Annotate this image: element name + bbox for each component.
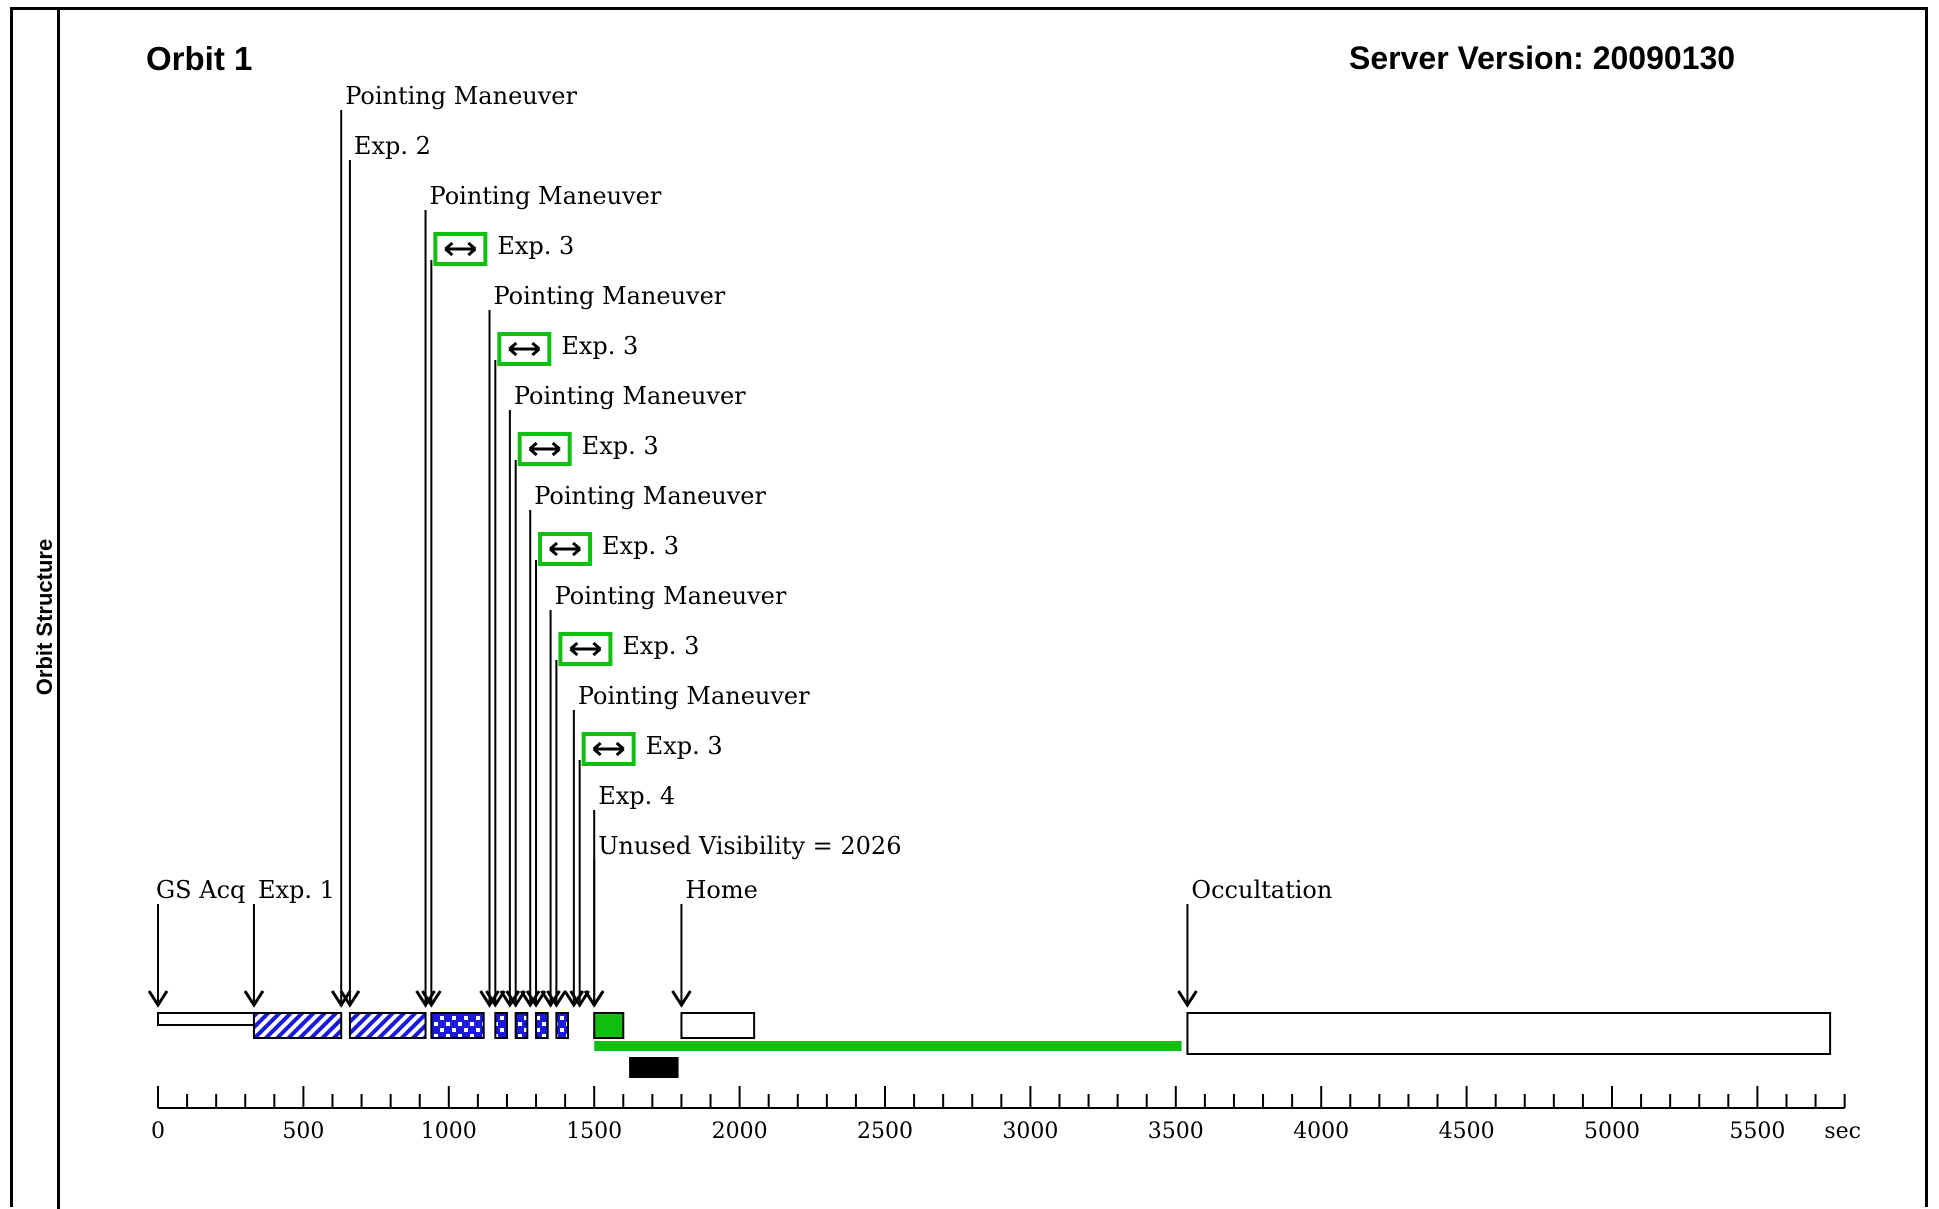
tick-label: 1500 [566, 1119, 622, 1144]
event-label: Exp. 3 [561, 332, 638, 360]
tick-label: 3000 [1002, 1119, 1058, 1144]
move-arrows-icon-frame [433, 232, 488, 266]
unused-visibility-bar [594, 1041, 1182, 1051]
axis-unit-label: sec [1824, 1119, 1861, 1144]
tick-label: 3500 [1148, 1119, 1204, 1144]
exposure-segment-hatched [252, 1012, 343, 1039]
exposure-segment-dotted [494, 1012, 508, 1039]
move-arrows-icon [433, 232, 488, 266]
event-label: Exp. 1 [258, 876, 335, 904]
event-label: Pointing Maneuver [514, 382, 746, 410]
arrow-down-icon [485, 990, 506, 1008]
event-label: Exp. 3 [622, 632, 699, 660]
event-label: Exp. 3 [582, 432, 659, 460]
move-arrows-icon-frame [581, 732, 636, 766]
move-arrows-icon [581, 732, 636, 766]
move-arrows-icon-glyph [549, 541, 582, 557]
arrow-down-icon [147, 990, 169, 1008]
tick-label: 2000 [712, 1119, 768, 1144]
event-label: Unused Visibility = 2026 [598, 832, 901, 860]
event-label: Exp. 3 [602, 532, 679, 560]
time-axis: 0 500 1000 1500 2000 2500 3000 3500 4000 4500 5000… [151, 1086, 1861, 1144]
event-label: Exp. 3 [646, 732, 723, 760]
tick-label: 5000 [1584, 1119, 1640, 1144]
move-arrows-icon [538, 532, 593, 566]
move-arrows-icon-glyph [528, 441, 561, 457]
arrow-down-icon [505, 990, 526, 1008]
move-arrows-icon [558, 632, 613, 666]
acquisition-segment [157, 1012, 255, 1026]
exposure-segment-dotted [430, 1012, 485, 1039]
move-arrows-icon-glyph [444, 241, 477, 257]
move-arrows-icon-glyph [508, 341, 541, 357]
exposure-segment-dotted [535, 1012, 549, 1039]
arrow-down-icon [243, 990, 265, 1008]
page-title: Orbit 1 [146, 40, 253, 77]
event-label: Pointing Maneuver [430, 182, 662, 210]
occultation-segment [1186, 1012, 1832, 1055]
events-layer: GS Acq Exp. 1 Pointing Maneuver Exp. 2 Point… [147, 82, 1332, 1008]
event-label: Exp. 2 [354, 132, 431, 160]
tick-label: 4500 [1439, 1119, 1495, 1144]
black-bar [629, 1057, 679, 1078]
event-label: Exp. 3 [497, 232, 574, 260]
exposure-segment-dotted [514, 1012, 529, 1039]
event-label: Home [685, 876, 757, 904]
arrow-down-icon [1177, 990, 1198, 1008]
move-arrows-icon-glyph [592, 741, 625, 757]
arrow-down-icon [569, 990, 590, 1008]
move-arrows-icon [517, 432, 572, 466]
event-label: Pointing Maneuver [555, 582, 787, 610]
exposure-segment-dotted [555, 1012, 570, 1039]
event-label: GS Acq [156, 876, 245, 904]
server-version: Server Version: 20090130 [1349, 40, 1736, 76]
arrow-down-icon [671, 990, 692, 1008]
event-label: Exp. 4 [598, 782, 675, 810]
event-label: Pointing Maneuver [578, 682, 810, 710]
diagram-frame [10, 7, 1928, 1207]
tick-label: 4000 [1293, 1119, 1349, 1144]
arrow-down-icon [339, 990, 361, 1008]
event-label: Occultation [1191, 876, 1332, 904]
tick-label: 0 [151, 1119, 165, 1144]
segments-layer [157, 1012, 1832, 1078]
event-label: Pointing Maneuver [534, 482, 766, 510]
exposure-segment-green [593, 1012, 625, 1039]
arrow-down-icon [546, 990, 567, 1008]
tick-label: 2500 [857, 1119, 913, 1144]
event-label: Pointing Maneuver [494, 282, 726, 310]
move-arrows-icon-glyph [569, 641, 602, 657]
sidebar-divider [57, 7, 60, 1209]
arrow-down-icon [583, 990, 605, 1008]
move-arrows-icon [497, 332, 552, 366]
tick-label: 1000 [421, 1119, 477, 1144]
tick-label: 5500 [1729, 1119, 1785, 1144]
arrow-down-icon [330, 990, 352, 1008]
exposure-segment-hatched [348, 1012, 427, 1039]
tick-label: 500 [282, 1119, 324, 1144]
arrow-down-icon [421, 990, 442, 1008]
home-segment [680, 1012, 756, 1039]
arrow-down-icon [525, 990, 547, 1008]
event-label: Pointing Maneuver [345, 82, 577, 110]
